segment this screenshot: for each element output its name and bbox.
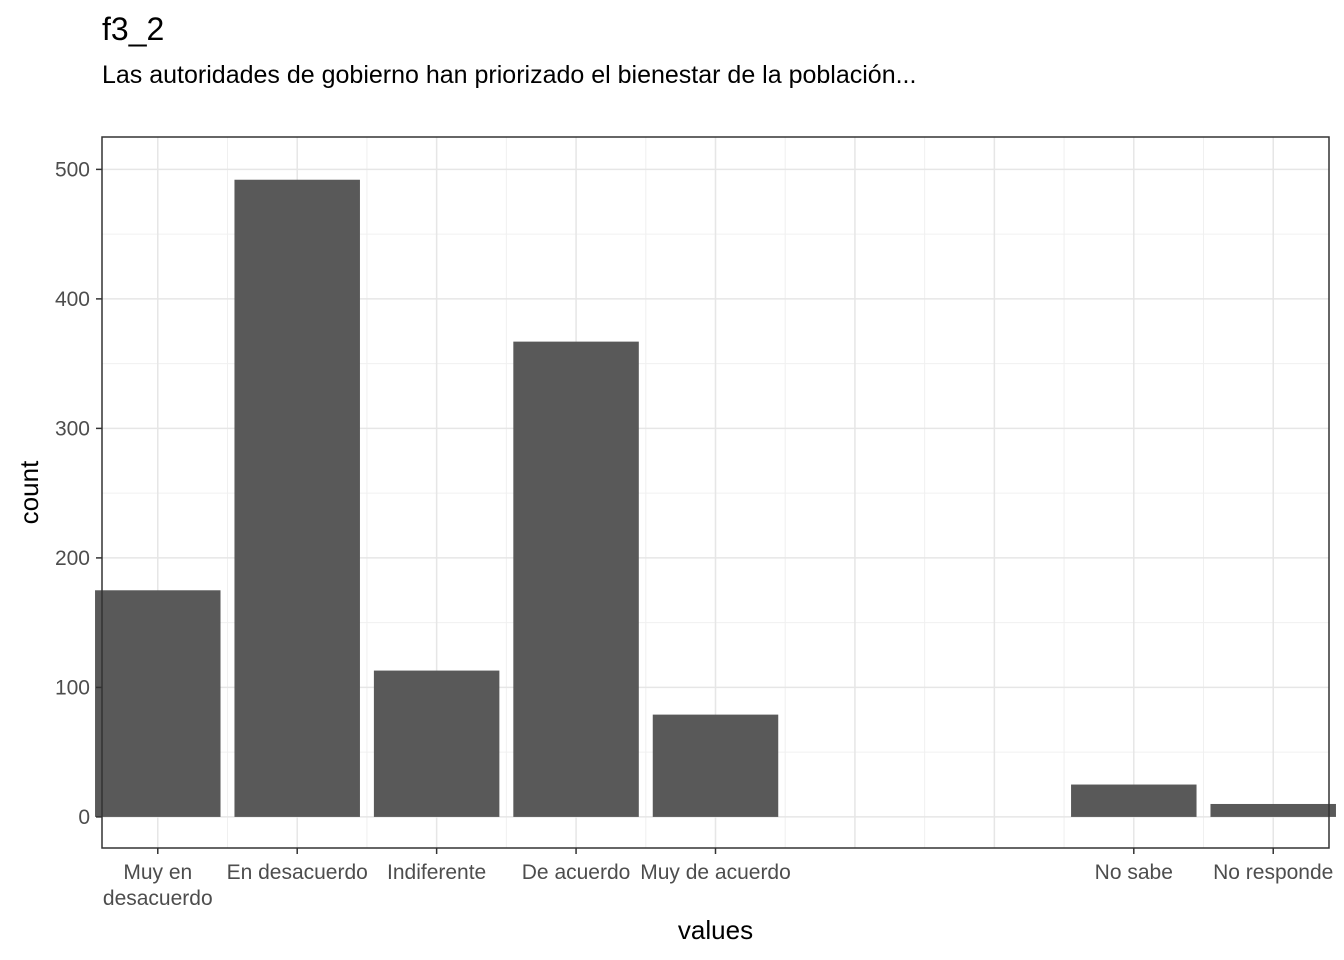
- y-axis-ticks: 0 100 200 300 400 500: [55, 158, 102, 829]
- x-tick-label: En desacuerdo: [227, 861, 368, 884]
- x-tick-label: De acuerdo: [522, 861, 631, 884]
- bars: [95, 179, 1336, 817]
- x-tick-label: Muy de acuerdo: [640, 861, 791, 884]
- x-tick-label: No responde: [1213, 861, 1333, 884]
- bar: [234, 179, 360, 817]
- y-tick-label: 400: [55, 288, 90, 311]
- bar: [95, 590, 221, 817]
- y-tick-label: 100: [55, 676, 90, 699]
- y-axis-title: count: [14, 460, 44, 524]
- x-tick-label: Indiferente: [387, 861, 486, 884]
- bar: [1210, 803, 1336, 817]
- bar: [652, 714, 779, 817]
- x-tick-label: No sabe: [1095, 861, 1173, 884]
- x-axis-ticks: Muy en desacuerdo En desacuerdo Indiferente…: [103, 848, 1333, 910]
- y-tick-label: 500: [55, 158, 90, 181]
- chart-subtitle: Las autoridades de gobierno han prioriza…: [102, 61, 917, 89]
- y-tick-label: 0: [78, 806, 90, 829]
- bar: [513, 341, 639, 817]
- bar: [373, 670, 500, 817]
- x-axis-title: values: [678, 915, 753, 945]
- y-tick-label: 300: [55, 417, 90, 440]
- chart-title: f3_2: [102, 11, 165, 47]
- bar: [1071, 784, 1197, 817]
- y-tick-label: 200: [55, 547, 90, 570]
- x-tick-label: Muy en desacuerdo: [103, 861, 213, 910]
